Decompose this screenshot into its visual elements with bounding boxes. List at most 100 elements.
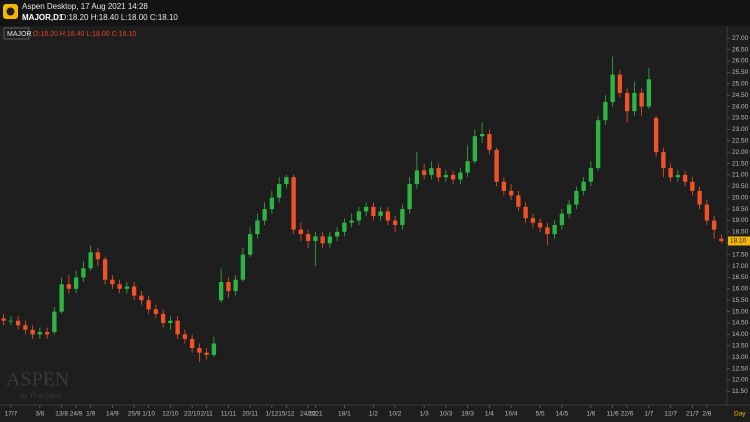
x-tick-label: 12/10 [162, 411, 179, 418]
candle-body [334, 231, 340, 237]
candle-body [233, 279, 238, 292]
candle-body [610, 74, 615, 103]
candle-body [690, 181, 695, 191]
candle-body [255, 220, 260, 235]
candle-body [356, 211, 362, 221]
x-tick-label: 1/2 [369, 411, 378, 418]
candle-body [646, 79, 652, 107]
candle-body [8, 320, 14, 322]
x-tick-label: 13/8 [55, 411, 68, 418]
title-bar [0, 0, 750, 26]
candle-body [458, 172, 463, 180]
candle-body [697, 190, 702, 205]
x-tick-label: 5/5 [536, 411, 545, 418]
y-tick-label: 19.00 [732, 217, 749, 224]
x-tick-label: 1/12 [266, 411, 279, 418]
x-tick-label: 15/12 [278, 411, 295, 418]
candle-body [81, 268, 86, 278]
candle-body [603, 102, 608, 121]
candle-body [313, 236, 318, 241]
x-tick-label: 14/9 [106, 411, 119, 418]
y-tick-label: 27.00 [732, 35, 749, 42]
x-tick-label: 1/3 [420, 411, 429, 418]
candle-body [269, 197, 275, 210]
y-tick-label: 13.00 [732, 354, 749, 361]
y-tick-label: 26.00 [732, 58, 749, 65]
candle-body [516, 195, 521, 207]
candle-body [211, 343, 217, 355]
y-tick-label: 16.50 [732, 274, 749, 281]
x-tick-label: 1/6 [586, 411, 595, 418]
price-tag-box [728, 236, 750, 246]
price-tag: 18.10 [730, 238, 747, 245]
x-tick-label: 11/6 [607, 411, 620, 418]
candle-body [320, 236, 325, 244]
x-tick-label: 1/7 [644, 411, 653, 418]
candle-body [15, 320, 21, 326]
x-tick-label: 17/7 [5, 411, 18, 418]
x-tick-label: 1/4 [485, 411, 494, 418]
symbol-line: MAJOR,D1 [22, 13, 64, 22]
candle-body [465, 161, 470, 173]
candle-body [168, 320, 173, 323]
x-tick-label: 24/8 [70, 411, 83, 418]
candle-body [494, 149, 499, 182]
candle-body [189, 338, 195, 349]
candle-body [160, 313, 166, 323]
candle-body [566, 204, 572, 214]
y-tick-label: 19.50 [732, 206, 749, 213]
x-tick-label: 2/8 [702, 411, 711, 418]
y-tick-label: 21.00 [732, 172, 749, 179]
candle-body [175, 320, 180, 335]
candle-body [632, 92, 637, 112]
y-tick-label: 14.50 [732, 320, 749, 327]
y-tick-label: 23.50 [732, 115, 749, 122]
y-tick-label: 20.50 [732, 183, 749, 190]
candle-body [30, 329, 35, 335]
y-tick-label: 22.50 [732, 137, 749, 144]
x-tick-label: 19/3 [461, 411, 474, 418]
candle-body [559, 213, 565, 226]
candle-body [284, 177, 289, 185]
candle-body [653, 117, 659, 153]
legend-ohlc: O:18.20 H:18.40 L:18.00 C:18.10 [33, 31, 136, 38]
candle-body [617, 74, 623, 93]
y-tick-label: 17.50 [732, 251, 749, 258]
candle-body [581, 181, 586, 191]
candle-body [182, 334, 188, 339]
candle-body [363, 206, 369, 212]
y-tick-label: 17.00 [732, 263, 749, 270]
candle-body [523, 206, 528, 219]
candle-body [675, 174, 681, 178]
candle-body [682, 174, 688, 182]
x-axis-unit: Day [734, 411, 746, 418]
x-tick-label: 1/10 [142, 411, 155, 418]
candle-body [429, 168, 434, 175]
candle-body [59, 284, 64, 312]
x-tick-label: 1/9 [86, 411, 95, 418]
candle-body [73, 277, 79, 289]
candle-body [44, 332, 50, 335]
candle-body [479, 133, 485, 137]
candle-body [1, 318, 6, 321]
candle-body [226, 281, 231, 292]
candle-body [342, 222, 347, 232]
y-tick-label: 26.50 [732, 46, 749, 53]
candle-body [574, 190, 579, 205]
x-tick-label: 10/3 [440, 411, 453, 418]
candle-body [624, 92, 630, 112]
candle-body [443, 174, 449, 178]
legend-box [3, 27, 30, 40]
y-tick-label: 13.50 [732, 342, 749, 349]
y-tick-label: 24.00 [732, 103, 749, 110]
candle-body [414, 170, 420, 185]
candle-body [139, 295, 144, 301]
candle-body [661, 152, 666, 169]
y-tick-label: 15.00 [732, 308, 749, 315]
x-tick-label: 11/11 [221, 411, 237, 418]
y-tick-label: 12.50 [732, 365, 749, 372]
candle-body [349, 220, 354, 223]
candle-body [153, 309, 159, 314]
candle-body [487, 133, 492, 150]
